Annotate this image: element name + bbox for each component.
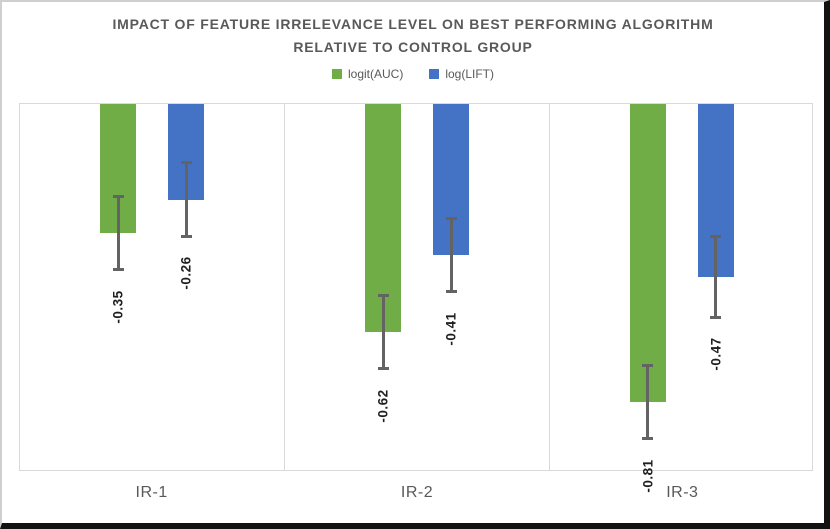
category-label-IR-1: IR-1 xyxy=(135,484,168,501)
category-label-IR-3: IR-3 xyxy=(666,484,699,501)
chart-title: IMPACT OF FEATURE IRRELEVANCE LEVEL ON B… xyxy=(2,13,824,59)
bar-logit(AUC)-IR-3 xyxy=(629,104,666,403)
bar-value-label: -0.26 xyxy=(178,256,194,291)
error-bar xyxy=(714,236,718,318)
error-bar-cap-bottom xyxy=(180,234,192,238)
error-bar-cap-bottom xyxy=(112,268,124,272)
error-bar-cap-bottom xyxy=(642,437,654,441)
category-gridline xyxy=(548,104,550,470)
bar-value-label: -0.41 xyxy=(443,312,459,346)
error-bar xyxy=(184,162,188,237)
legend-label-logit-auc: logit(AUC) xyxy=(347,67,404,81)
plot-area: -0.35 -0.26 -0.62 -0.41 -0.81 -0.47 xyxy=(19,103,813,493)
category-gridline xyxy=(284,104,286,470)
chart-title-line1: IMPACT OF FEATURE IRRELEVANCE LEVEL ON B… xyxy=(112,16,714,32)
category-label-IR-2: IR-2 xyxy=(400,484,434,501)
error-bar-cap-bottom xyxy=(445,290,457,294)
error-bar-cap-top xyxy=(377,293,389,297)
error-bar-cap-bottom xyxy=(377,367,389,371)
error-bar-cap-top xyxy=(710,234,722,238)
error-bar-cap-top xyxy=(112,194,124,198)
bar-value-label: -0.47 xyxy=(708,337,724,372)
error-bar-cap-top xyxy=(445,216,457,220)
bar-value-label: -0.35 xyxy=(110,289,126,324)
error-bar xyxy=(381,295,385,369)
legend-label-log-lift: log(LIFT) xyxy=(445,67,495,81)
bar-value-label: -0.62 xyxy=(375,389,391,423)
legend-swatch-green xyxy=(331,69,342,79)
legend-item-logit-auc: logit(AUC) xyxy=(331,67,404,81)
error-bar-cap-top xyxy=(642,363,654,367)
error-bar xyxy=(449,218,453,292)
error-bar xyxy=(116,196,120,270)
legend: logit(AUC) log(LIFT) xyxy=(2,67,824,81)
legend-item-log-lift: log(LIFT) xyxy=(429,67,494,81)
error-bar xyxy=(646,365,650,439)
legend-swatch-blue xyxy=(429,69,440,79)
error-bar-cap-top xyxy=(180,161,192,165)
category-axis-labels: IR-1 IR-2 IR-3 xyxy=(19,484,815,502)
chart-title-line2: RELATIVE TO CONTROL GROUP xyxy=(293,39,533,55)
error-bar-cap-bottom xyxy=(710,315,722,319)
